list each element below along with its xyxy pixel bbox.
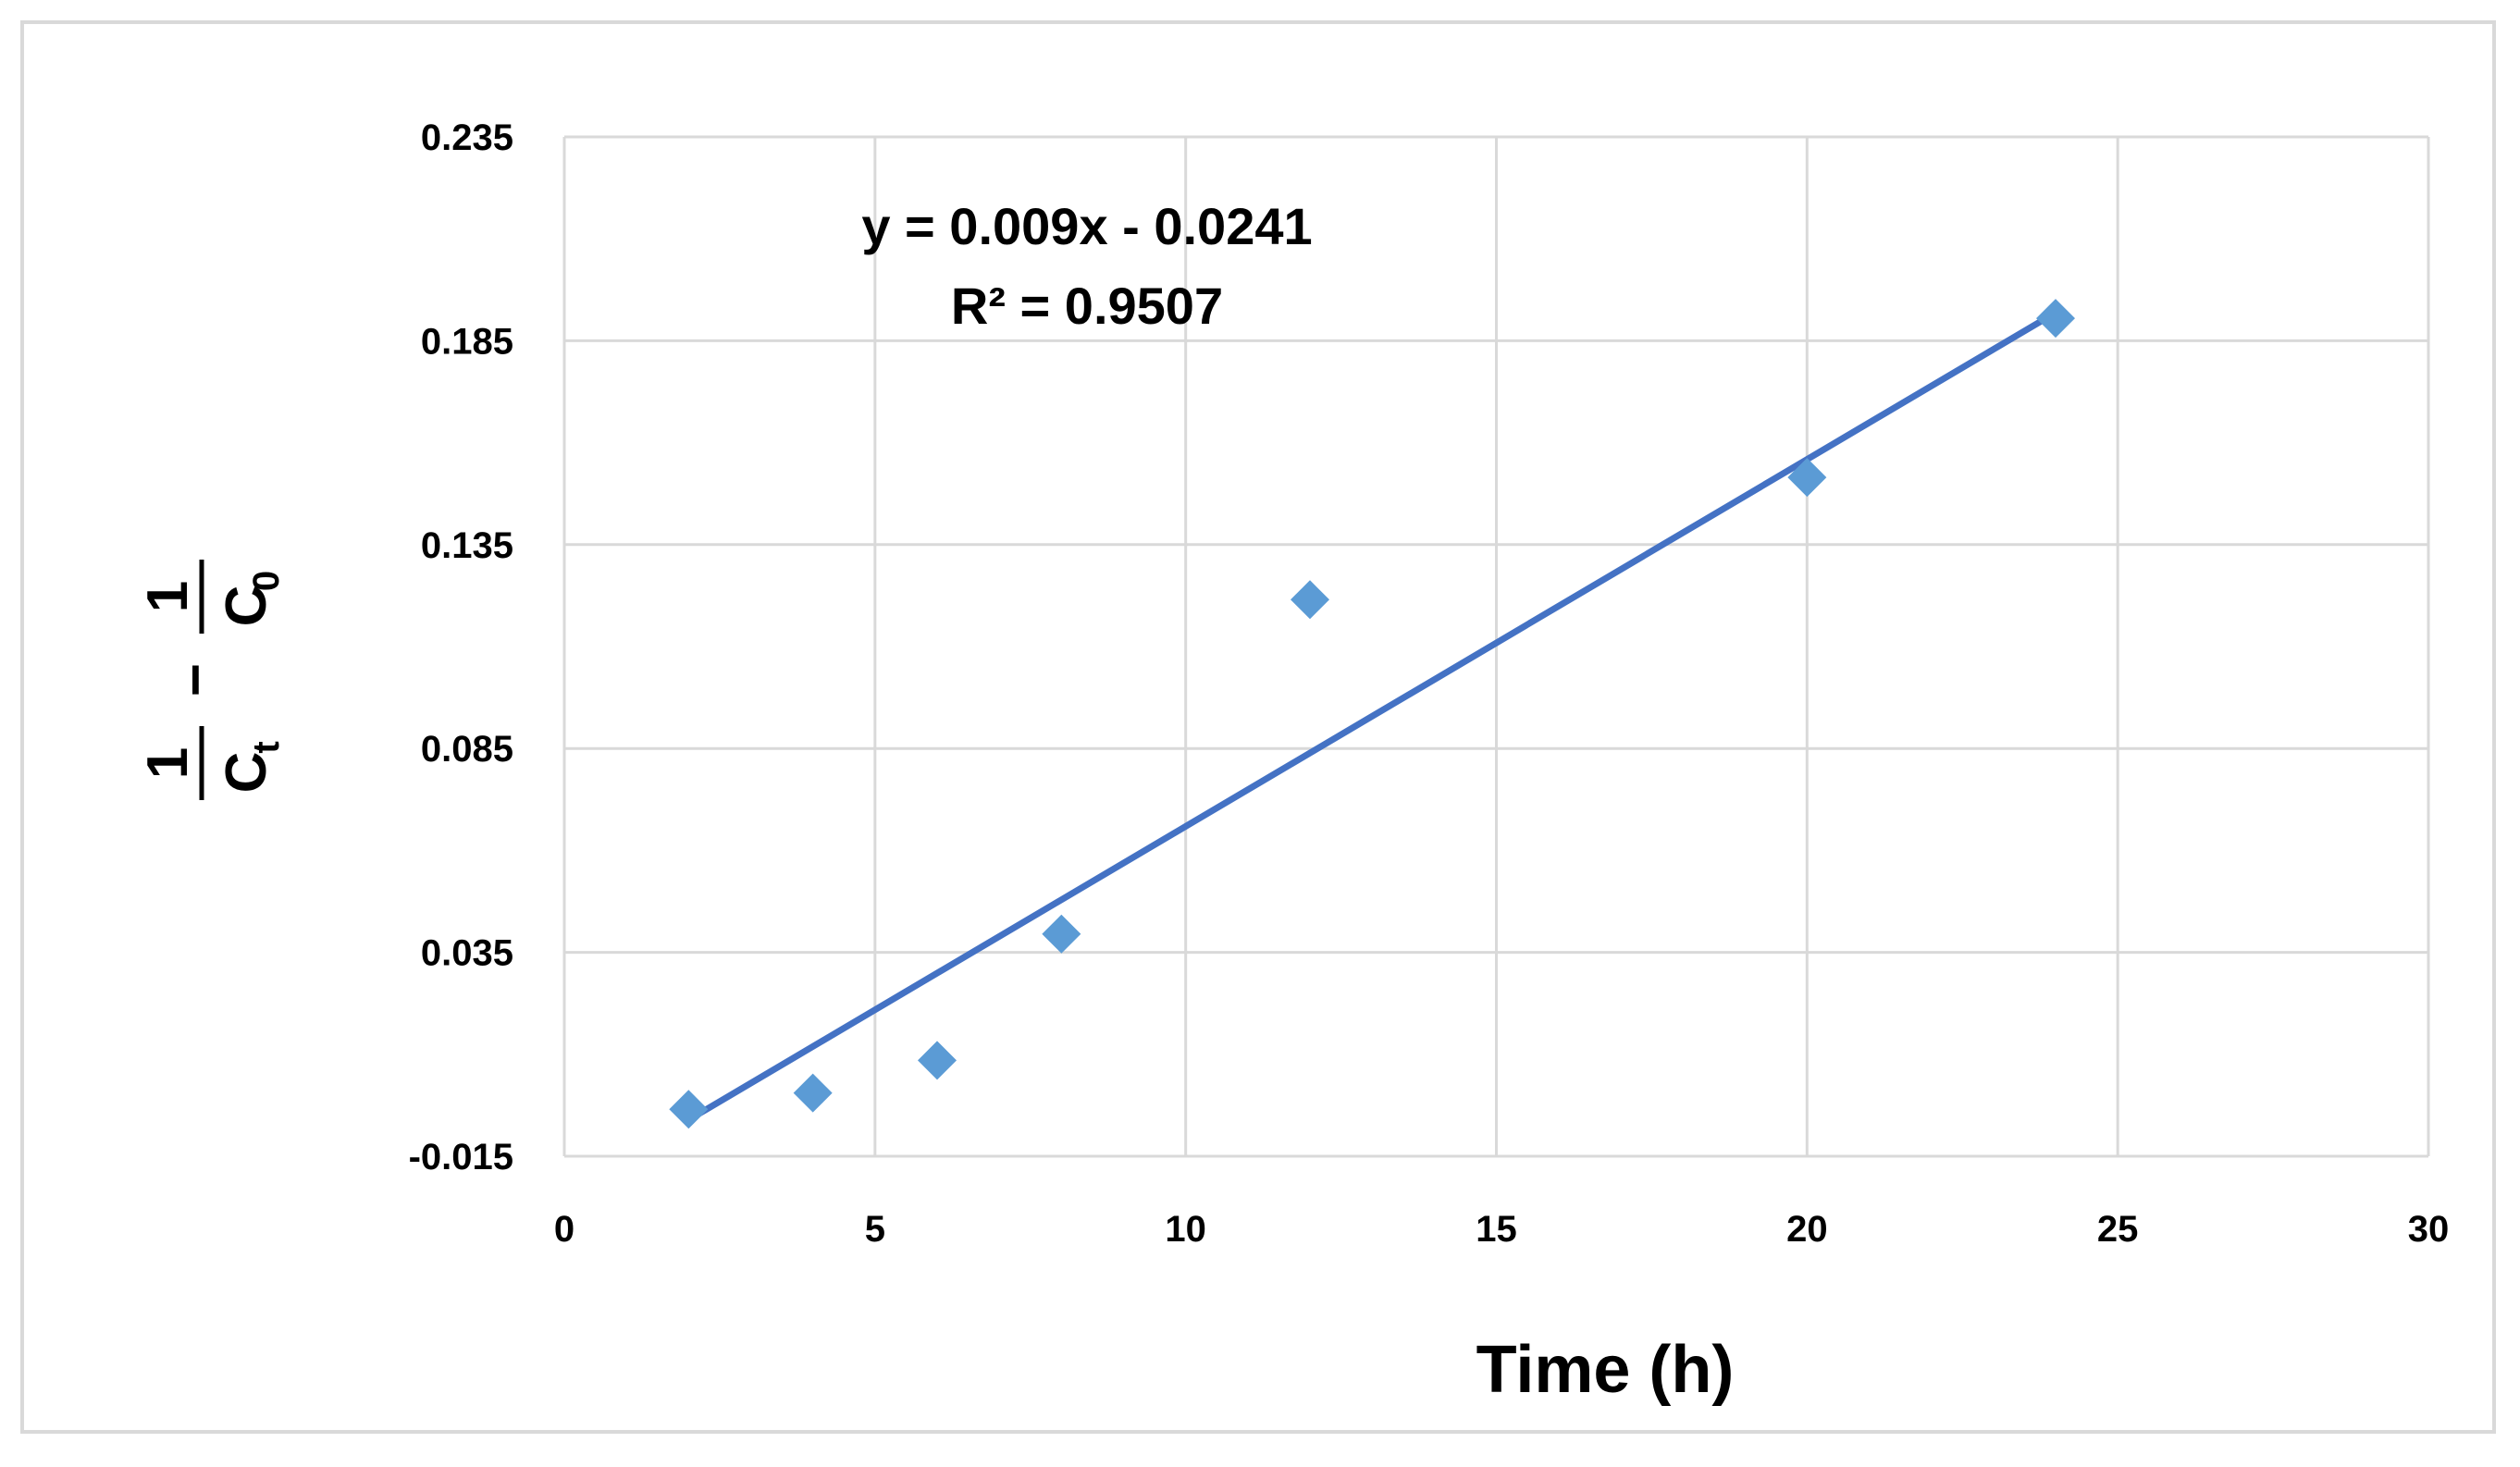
- x-tick-label: 0: [554, 1209, 574, 1250]
- trendline-equation: y = 0.009x - 0.0241: [861, 197, 1312, 255]
- y-tick-labels: -0.015 0.035 0.085 0.135 0.185 0.235: [409, 117, 513, 1177]
- x-tick-labels: 0 5 10 15 20 25 30: [554, 1209, 2449, 1250]
- trendline-group: [685, 309, 2059, 1124]
- data-point: [918, 1041, 957, 1080]
- y-title-denominator-right: C: [215, 586, 278, 627]
- x-tick-label: 5: [865, 1209, 885, 1250]
- y-tick-label: 0.035: [421, 933, 513, 974]
- x-tick-label: 10: [1165, 1209, 1206, 1250]
- x-tick-label: 25: [2097, 1209, 2139, 1250]
- y-title-numerator-left: 1: [136, 747, 200, 779]
- y-tick-label: 0.135: [421, 525, 513, 566]
- x-axis-title: Time (h): [1476, 1333, 1735, 1407]
- data-points: [669, 299, 2075, 1129]
- y-title-minus: −: [164, 663, 228, 697]
- y-axis-title: 1 C t − 1 C 0: [136, 560, 287, 800]
- x-tick-label: 30: [2408, 1209, 2450, 1250]
- y-title-denominator-left-sub: t: [246, 741, 287, 753]
- data-point: [2036, 299, 2075, 339]
- y-tick-label: 0.085: [421, 729, 513, 770]
- data-point: [669, 1090, 709, 1129]
- trendline: [685, 309, 2059, 1124]
- y-title-denominator-right-sub: 0: [246, 571, 287, 591]
- y-title-denominator-left: C: [215, 752, 278, 794]
- chart-frame: [20, 20, 2496, 1434]
- data-point: [793, 1073, 833, 1113]
- y-tick-label: 0.185: [421, 321, 513, 362]
- y-tick-label: -0.015: [409, 1137, 513, 1177]
- x-tick-label: 15: [1476, 1209, 1517, 1250]
- data-point: [1787, 458, 1827, 498]
- data-point: [1042, 914, 1081, 954]
- y-title-numerator-right: 1: [136, 581, 200, 612]
- x-tick-label: 20: [1786, 1209, 1828, 1250]
- trendline-r-squared: R² = 0.9507: [951, 277, 1223, 335]
- y-tick-label: 0.235: [421, 117, 513, 158]
- data-point: [1291, 580, 1329, 620]
